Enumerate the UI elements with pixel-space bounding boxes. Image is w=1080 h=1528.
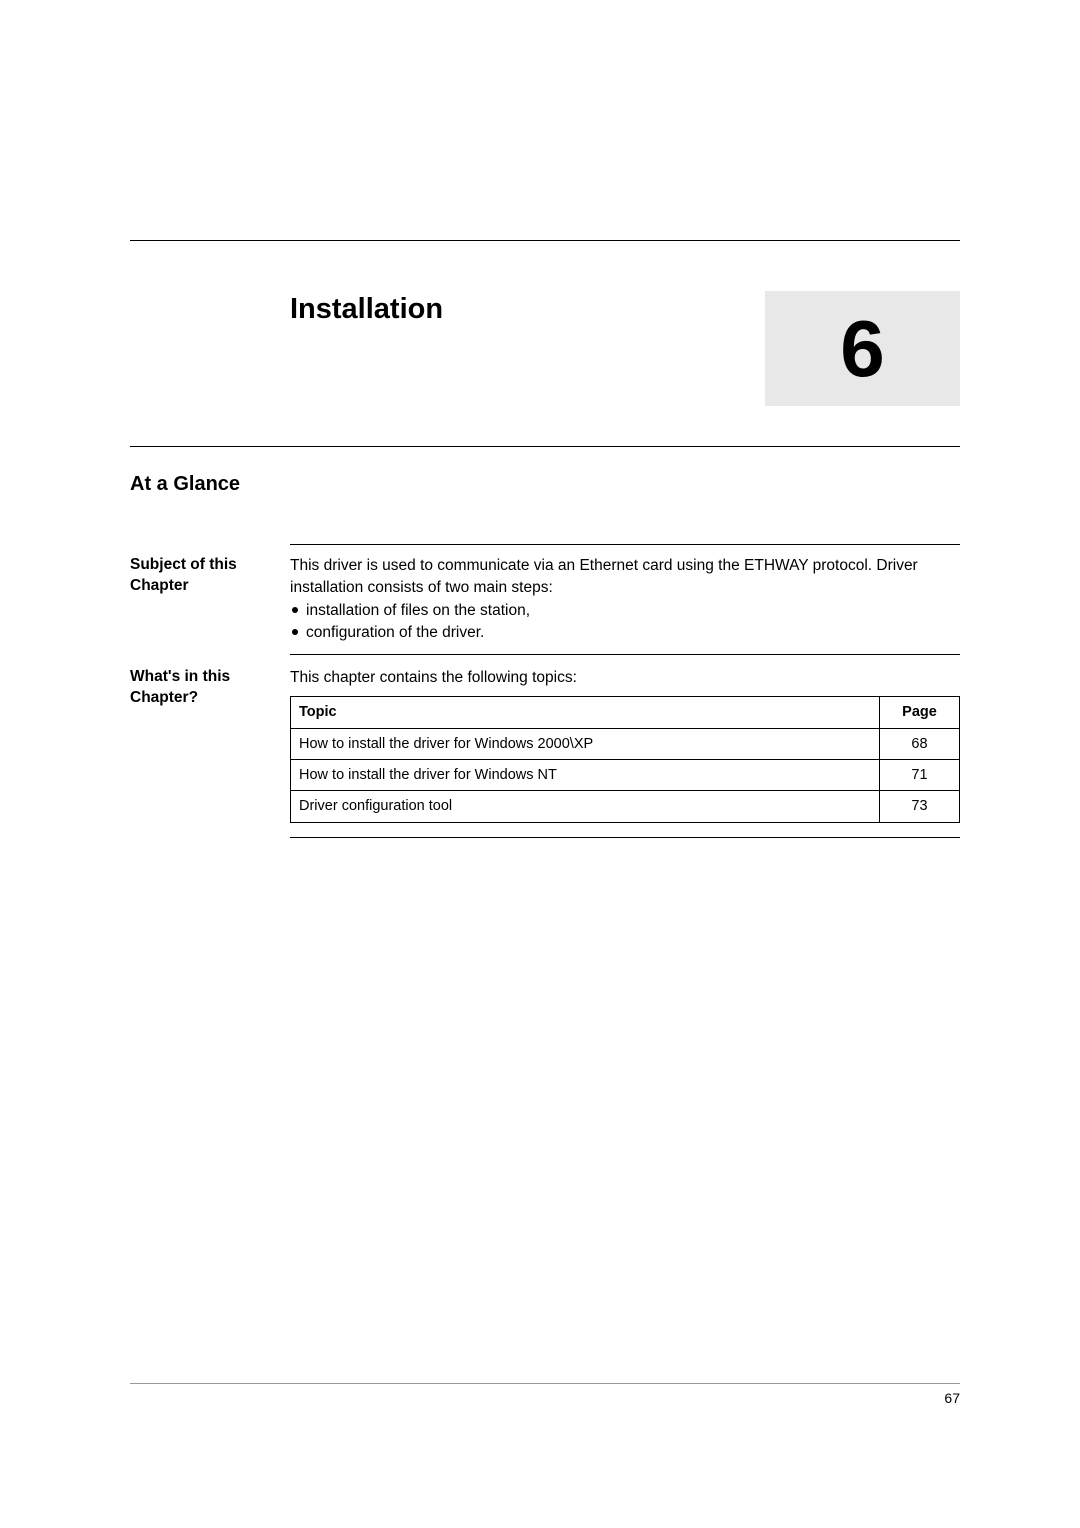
rule-after-subject bbox=[290, 654, 960, 655]
table-header-page: Page bbox=[880, 697, 960, 728]
table-cell-page: 71 bbox=[880, 760, 960, 791]
rule-before-subject bbox=[290, 544, 960, 545]
subject-bullet-list: installation of files on the station, co… bbox=[290, 600, 960, 643]
table-header-row: Topic Page bbox=[291, 697, 960, 728]
document-page: Installation 6 At a Glance Subject of th… bbox=[0, 0, 1080, 838]
rule-top bbox=[130, 240, 960, 241]
rule-after-table bbox=[290, 837, 960, 838]
section-heading: At a Glance bbox=[130, 473, 960, 496]
table-cell-topic: How to install the driver for Windows NT bbox=[291, 760, 880, 791]
whats-label-line1: What's in this bbox=[130, 668, 230, 685]
footer-rule bbox=[130, 1383, 960, 1384]
chapter-title-row: Installation 6 bbox=[290, 291, 960, 406]
page-footer: 67 bbox=[130, 1383, 960, 1406]
chapter-number: 6 bbox=[840, 309, 885, 389]
subject-block: Subject of this Chapter This driver is u… bbox=[130, 555, 960, 644]
subject-label: Subject of this Chapter bbox=[130, 555, 290, 644]
rule-mid bbox=[130, 446, 960, 447]
table-cell-topic: How to install the driver for Windows 20… bbox=[291, 728, 880, 759]
table-cell-page: 73 bbox=[880, 791, 960, 822]
whats-body: This chapter contains the following topi… bbox=[290, 667, 960, 823]
subject-paragraph: This driver is used to communicate via a… bbox=[290, 555, 960, 598]
subject-bullet: installation of files on the station, bbox=[290, 600, 960, 622]
page-number: 67 bbox=[130, 1390, 960, 1406]
subject-body: This driver is used to communicate via a… bbox=[290, 555, 960, 644]
table-cell-page: 68 bbox=[880, 728, 960, 759]
subject-label-line1: Subject of this bbox=[130, 556, 237, 573]
chapter-title: Installation bbox=[290, 291, 765, 326]
table-row: How to install the driver for Windows NT… bbox=[291, 760, 960, 791]
subject-label-line2: Chapter bbox=[130, 577, 189, 594]
whats-block: What's in this Chapter? This chapter con… bbox=[130, 667, 960, 823]
chapter-number-box: 6 bbox=[765, 291, 960, 406]
subject-bullet: configuration of the driver. bbox=[290, 622, 960, 644]
whats-intro: This chapter contains the following topi… bbox=[290, 667, 960, 689]
whats-label-line2: Chapter? bbox=[130, 689, 198, 706]
whats-label: What's in this Chapter? bbox=[130, 667, 290, 823]
table-cell-topic: Driver configuration tool bbox=[291, 791, 880, 822]
table-row: How to install the driver for Windows 20… bbox=[291, 728, 960, 759]
table-header-topic: Topic bbox=[291, 697, 880, 728]
topics-table: Topic Page How to install the driver for… bbox=[290, 696, 960, 822]
table-row: Driver configuration tool 73 bbox=[291, 791, 960, 822]
